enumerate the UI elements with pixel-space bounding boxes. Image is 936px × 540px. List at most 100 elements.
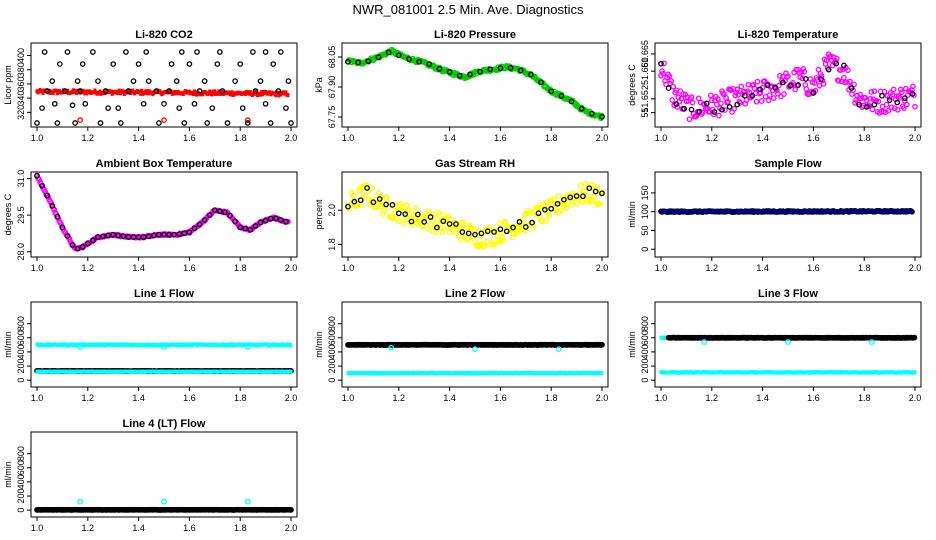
data-point (395, 210, 402, 217)
data-point (371, 204, 378, 211)
data-point (674, 104, 681, 110)
x-tick-label: 1.0 (342, 393, 355, 403)
chart-title: Ambient Box Temperature (96, 158, 233, 170)
plot-frame (341, 171, 609, 258)
data-point (289, 369, 293, 374)
data-point (243, 92, 247, 97)
data-point (498, 229, 505, 236)
data-point (421, 219, 428, 225)
data-point (210, 92, 214, 97)
data-point (517, 227, 524, 233)
x-tick-label: 1.6 (183, 263, 196, 273)
data-point (757, 86, 763, 93)
data-point (894, 99, 901, 106)
data-point (95, 78, 101, 84)
data-point (726, 104, 733, 110)
data-point (48, 200, 55, 206)
data-point (401, 220, 407, 227)
y-axis-label: degrees C (627, 64, 637, 106)
data-point (867, 95, 874, 102)
y-tick-label: 360 (16, 76, 26, 91)
data-point (208, 89, 212, 94)
data-point (517, 67, 524, 74)
data-point (156, 231, 162, 238)
x-tick-label: 1.4 (756, 133, 769, 143)
data-point (871, 101, 878, 108)
data-point (599, 190, 605, 197)
data-point (288, 120, 294, 126)
data-point (227, 212, 233, 219)
x-tick-label: 1.8 (545, 133, 558, 143)
data-point (39, 182, 45, 189)
data-point (588, 110, 595, 117)
data-point (261, 92, 265, 97)
data-point (143, 49, 150, 55)
y-axis-label: ml/min (627, 201, 637, 228)
data-point (77, 88, 84, 94)
data-point (57, 61, 63, 67)
y-tick-label: 0 (16, 508, 26, 513)
data-point (531, 224, 537, 230)
data-point (459, 219, 466, 226)
x-tick-label: 1.2 (82, 133, 95, 143)
series-cyan-spikes (77, 498, 251, 505)
data-point (59, 224, 66, 231)
series-line3 (665, 334, 918, 341)
data-point (765, 97, 772, 104)
data-point (389, 202, 396, 208)
data-point (74, 245, 81, 252)
data-point (764, 82, 771, 89)
data-point (365, 58, 372, 65)
data-point (555, 193, 562, 200)
data-point (478, 230, 485, 237)
data-point (863, 104, 870, 110)
data-point (408, 218, 415, 225)
series-cyan-high (35, 342, 293, 348)
data-point (434, 224, 440, 231)
data-point (440, 212, 447, 218)
data-point (262, 100, 269, 107)
data-point (267, 215, 274, 222)
data-point (121, 89, 125, 94)
data-point (286, 93, 290, 98)
data-point (274, 93, 278, 98)
data-point (841, 62, 847, 69)
x-tick-label: 2.0 (285, 393, 298, 403)
data-point (405, 207, 411, 214)
data-point (257, 219, 264, 226)
data-point (710, 111, 717, 118)
y-axis-label: Licor ppm (3, 65, 13, 105)
data-point (191, 92, 195, 97)
data-point (74, 78, 81, 84)
data-point (886, 97, 893, 104)
data-point (237, 224, 244, 231)
data-point (288, 507, 294, 513)
data-point (913, 370, 917, 375)
data-point (39, 105, 45, 111)
data-point (510, 224, 516, 231)
data-point (161, 100, 167, 107)
x-tick-label: 1.8 (545, 393, 558, 403)
data-point (678, 95, 685, 102)
y-axis-label: ml/min (3, 461, 13, 488)
data-point (898, 89, 905, 95)
data-point (357, 197, 364, 204)
data-point (364, 185, 370, 191)
data-point (138, 89, 142, 94)
data-point (688, 106, 695, 113)
y-tick-label: 800 (16, 446, 26, 461)
data-point (591, 193, 597, 199)
y-tick-label: 400 (327, 344, 337, 359)
data-point (196, 221, 203, 228)
x-tick-label: 2.0 (596, 393, 609, 403)
data-point (427, 221, 434, 227)
y-tick-label: 0 (640, 247, 650, 252)
series-cyan-low (35, 369, 293, 374)
data-point (510, 230, 517, 237)
x-tick-label: 1.4 (132, 263, 145, 273)
data-point (548, 88, 555, 95)
data-point (262, 49, 269, 55)
y-axis-label: degrees C (3, 193, 13, 235)
y-axis-label: ml/min (3, 331, 13, 358)
